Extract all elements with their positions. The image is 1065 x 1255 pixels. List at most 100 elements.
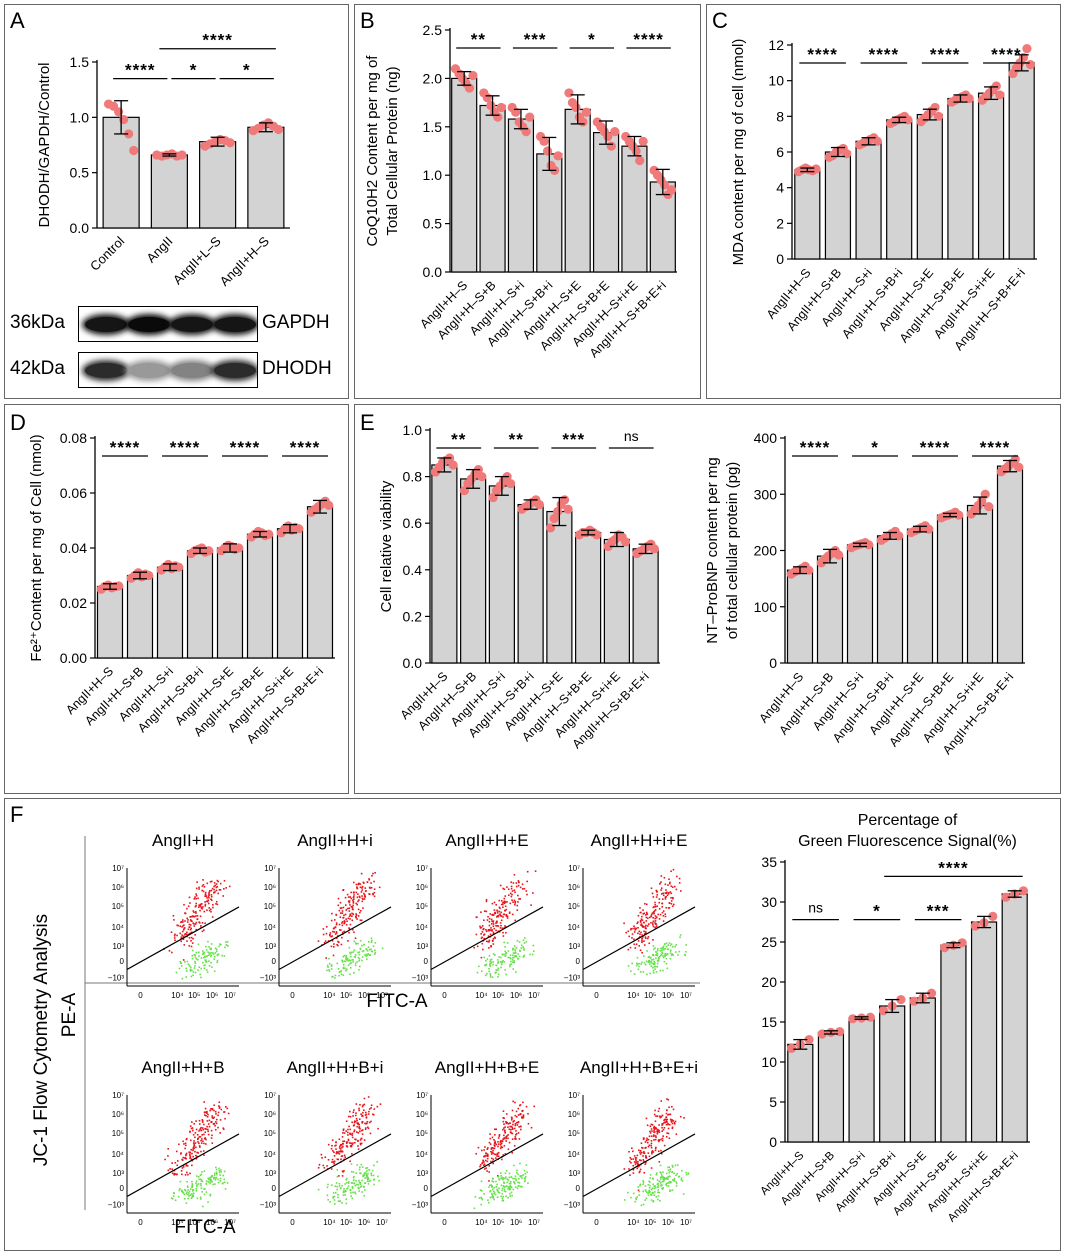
data-point <box>995 90 1005 100</box>
data-point <box>506 478 516 489</box>
wb-band <box>171 363 213 378</box>
flow-x-tick: 10⁵ <box>340 991 352 1000</box>
data-point <box>539 136 549 146</box>
flow-x-tick: 10⁶ <box>206 1218 218 1227</box>
wb-band <box>128 317 170 332</box>
y-tick-label: 0 <box>776 251 784 267</box>
flow-x-tick: 10⁶ <box>206 991 218 1000</box>
flow-y-tick: 10³ <box>416 1169 428 1178</box>
flow-y-tick: 0 <box>272 1184 277 1193</box>
flow-x-tick: 10⁴ <box>323 991 336 1000</box>
bar <box>824 151 852 260</box>
flow-plot-title: AngII+H+B+E <box>435 1058 539 1077</box>
significance-label: ** <box>451 430 466 449</box>
data-point <box>804 565 814 575</box>
flow-x-tick: 10⁴ <box>171 991 184 1000</box>
y-axis-title: DHODH/GAPDH/Control <box>36 62 53 227</box>
flow-y-tick: 0 <box>120 1184 125 1193</box>
significance-label: **** <box>230 438 260 457</box>
data-point <box>477 472 487 482</box>
wb-band <box>85 363 127 378</box>
flow-x-tick: 0 <box>138 991 143 1000</box>
significance-label: * <box>588 30 596 49</box>
flow-x-tick: 0 <box>594 991 599 1000</box>
data-point <box>872 136 882 146</box>
data-point <box>225 138 235 148</box>
y-tick-label: 35 <box>761 854 777 870</box>
flow-plot-title: AngII+H+B+E+i <box>580 1058 698 1077</box>
data-point <box>909 996 919 1006</box>
flow-y-tick: 10⁷ <box>264 864 276 873</box>
bar <box>592 132 620 273</box>
significance-label: **** <box>170 438 200 457</box>
data-point <box>817 1029 827 1039</box>
data-point <box>666 185 677 195</box>
data-point <box>635 156 645 166</box>
flow-y-tick: −10³ <box>412 1201 429 1210</box>
bar <box>306 506 334 659</box>
bar <box>940 944 967 1143</box>
wb-kda-1: 36kDa <box>10 312 65 333</box>
bar <box>603 538 630 664</box>
significance-label: **** <box>125 61 155 80</box>
bar <box>1008 62 1035 260</box>
data-point <box>621 537 631 547</box>
flow-y-tick: 10⁵ <box>264 902 276 911</box>
y-tick-label: 0.0 <box>70 220 90 236</box>
data-point <box>970 921 980 931</box>
data-point <box>525 112 535 122</box>
y-axis-title: NT–ProBNP content per mg <box>704 457 721 643</box>
flow-scatter <box>473 870 537 978</box>
data-point <box>553 151 563 161</box>
bar <box>906 528 934 664</box>
data-point <box>549 513 559 524</box>
y-tick-label: 30 <box>761 894 777 910</box>
flow-y-tick: 10⁶ <box>112 1110 124 1119</box>
wb-band <box>214 317 256 332</box>
flow-y-tick: 10⁷ <box>112 864 124 873</box>
flow-scatter <box>164 1101 230 1208</box>
panel-label-b: B <box>360 8 375 33</box>
data-point <box>786 1043 797 1053</box>
data-point <box>957 938 967 948</box>
flow-x-tick: 0 <box>290 1218 295 1227</box>
flow-plot-title: AngII+H+B+i <box>287 1058 384 1077</box>
flow-y-title: JC-1 Flow Cytometry Analysis <box>31 914 52 1166</box>
data-point <box>864 540 874 550</box>
y-tick-label: 0.4 <box>403 562 423 578</box>
x-tick-label: Control <box>87 233 127 273</box>
data-point <box>835 1027 845 1037</box>
data-point <box>468 70 478 81</box>
data-point <box>1025 60 1036 70</box>
data-point <box>984 502 994 512</box>
data-point <box>606 141 616 151</box>
flow-y-tick: −10³ <box>412 974 429 983</box>
chart-title: Green Fluorescence Signal(%) <box>798 833 1017 850</box>
flow-scatter <box>623 868 687 976</box>
data-point <box>930 102 940 113</box>
flow-y-tick: 10⁶ <box>112 883 124 892</box>
wb-protein-1: GAPDH <box>262 312 330 333</box>
flow-x-tick: 10⁵ <box>492 991 504 1000</box>
significance-label: ** <box>471 30 486 49</box>
x-tick-label: AngII+H–S+E <box>871 1149 929 1207</box>
panel-label-d: D <box>10 410 26 435</box>
flow-y-tick: 10⁵ <box>264 1129 276 1138</box>
significance-label: **** <box>290 438 320 457</box>
y-axis-title: CoQ10H2 Content per mg of <box>364 55 381 247</box>
data-point <box>638 136 648 146</box>
flow-gate-line <box>126 1133 240 1198</box>
bar <box>947 97 974 260</box>
bar <box>199 141 237 229</box>
data-point <box>896 995 906 1005</box>
flow-x-tick: 10⁷ <box>680 991 692 1000</box>
significance-label: **** <box>633 30 663 49</box>
flow-x-tick: 10⁴ <box>627 991 640 1000</box>
flow-x-tick: 0 <box>594 1218 599 1227</box>
significance-label: * <box>243 61 251 80</box>
flow-y-tick: 10³ <box>568 942 580 951</box>
data-point <box>144 570 154 581</box>
data-point <box>496 102 506 113</box>
bar <box>848 1017 875 1143</box>
data-point <box>592 530 602 540</box>
